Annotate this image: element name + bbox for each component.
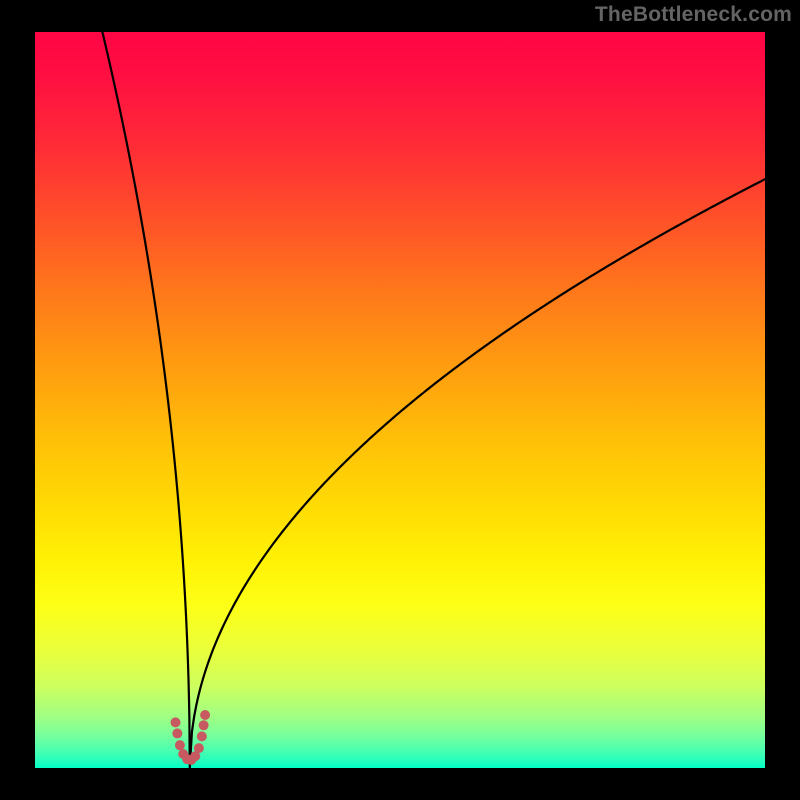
marker-dot (199, 720, 209, 730)
bottleneck-chart (0, 0, 800, 800)
plot-area (35, 32, 765, 768)
marker-dot (197, 731, 207, 741)
marker-dot (194, 743, 204, 753)
chart-container: TheBottleneck.com (0, 0, 800, 800)
marker-dot (171, 717, 181, 727)
watermark-text: TheBottleneck.com (595, 3, 792, 27)
marker-dot (172, 728, 182, 738)
marker-dot (175, 740, 185, 750)
marker-dot (200, 710, 210, 720)
